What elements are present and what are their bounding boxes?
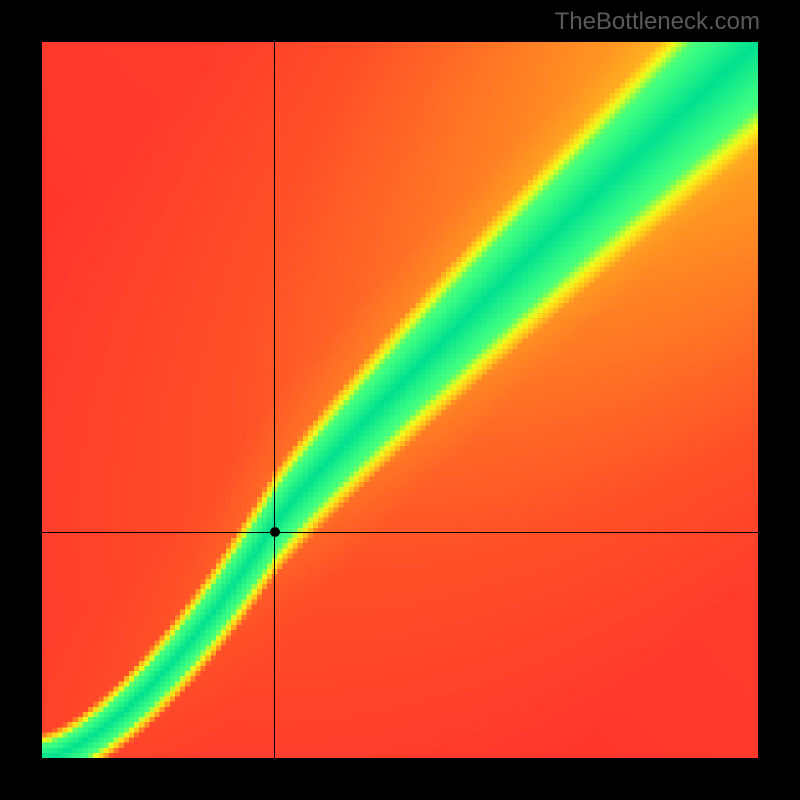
crosshair-vertical <box>274 42 275 758</box>
bottleneck-heatmap <box>42 42 758 758</box>
chart-container: TheBottleneck.com <box>0 0 800 800</box>
watermark-text: TheBottleneck.com <box>555 8 760 36</box>
crosshair-horizontal <box>42 532 758 533</box>
